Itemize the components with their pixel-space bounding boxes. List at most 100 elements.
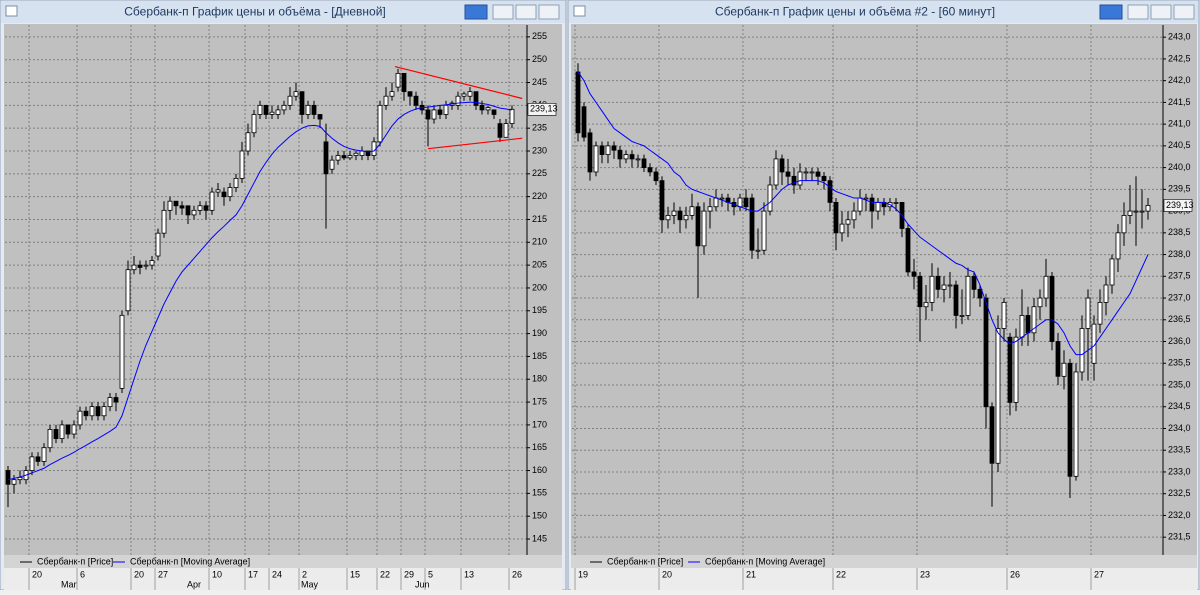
candle-body <box>767 184 773 212</box>
trendline <box>394 65 523 100</box>
y-tick-label: 236,5 <box>1168 314 1191 324</box>
candle-body <box>341 155 347 159</box>
candle-body <box>791 175 797 186</box>
pin-button[interactable] <box>464 4 488 20</box>
candle-body <box>95 406 101 417</box>
window-icon <box>573 5 586 17</box>
candle-body <box>479 104 485 111</box>
y-tick-label: 239,5 <box>1168 184 1191 194</box>
candle-body <box>1037 297 1043 308</box>
candle-body <box>743 197 749 208</box>
y-tick-label: 241,0 <box>1168 119 1191 129</box>
candle-body <box>605 145 611 155</box>
candle-body <box>203 205 209 211</box>
candle-body <box>689 206 695 216</box>
last-price-box <box>527 103 557 116</box>
candle-body <box>425 109 431 120</box>
y-tick-label: 185 <box>532 351 547 361</box>
candle-body <box>185 205 191 216</box>
candle-body <box>1049 275 1055 342</box>
y-tick-label: 200 <box>532 282 547 292</box>
x-tick-label: 23 <box>920 569 930 579</box>
y-tick-label: 250 <box>532 54 547 64</box>
candle-body <box>893 201 899 204</box>
y-tick-label: 175 <box>532 396 547 406</box>
legend-label: Сбербанк-п [Price] <box>37 556 113 566</box>
window-title: Сбербанк-п График цены и объёма - [Дневн… <box>124 5 385 19</box>
candle-body <box>1133 210 1139 213</box>
candle-body <box>209 191 215 211</box>
y-tick-label: 232,0 <box>1168 510 1191 520</box>
candle-body <box>239 150 245 179</box>
y-tick-label: 235,0 <box>1168 379 1191 389</box>
candle-body <box>395 72 401 88</box>
candle-body <box>941 284 947 290</box>
candle-body <box>977 288 983 299</box>
x-axis-strip <box>571 568 1197 590</box>
candle-body <box>287 95 293 106</box>
y-tick-label: 215 <box>532 214 547 224</box>
minimize-button[interactable] <box>492 4 514 20</box>
pin-button[interactable] <box>1099 4 1123 20</box>
candle-body <box>1127 210 1133 216</box>
candle-body <box>593 145 599 173</box>
y-tick-label: 242,0 <box>1168 75 1191 85</box>
y-tick-label: 235,5 <box>1168 358 1191 368</box>
x-tick-label: 6 <box>80 569 85 579</box>
candle-body <box>473 91 479 106</box>
y-tick-label: 150 <box>532 511 547 521</box>
candle-body <box>611 145 617 151</box>
candle-body <box>221 191 227 198</box>
candle-body <box>281 104 287 111</box>
minimize-button[interactable] <box>1127 4 1149 20</box>
candle-body <box>11 479 17 485</box>
candle-body <box>215 189 221 193</box>
candle-body <box>701 210 707 247</box>
y-tick-label: 210 <box>532 237 547 247</box>
candle-body <box>659 180 665 221</box>
close-button[interactable] <box>1173 4 1195 20</box>
window-title: Сбербанк-п График цены и объёма #2 - [60… <box>715 5 995 19</box>
candle-body <box>1055 341 1061 377</box>
candle-body <box>275 109 281 115</box>
x-tick-label: 26 <box>512 569 522 579</box>
candle-body <box>677 210 683 221</box>
candle-body <box>845 219 851 225</box>
candle-body <box>1139 210 1145 213</box>
candle-body <box>335 155 341 161</box>
candle-body <box>959 315 965 317</box>
maximize-button[interactable] <box>515 4 537 20</box>
y-tick-label: 238,5 <box>1168 227 1191 237</box>
y-tick-label: 231,5 <box>1168 532 1191 542</box>
chart-area <box>571 24 1197 555</box>
x-tick-label: 24 <box>272 569 282 579</box>
candle-body <box>5 470 11 485</box>
candle-body <box>647 167 653 173</box>
close-button[interactable] <box>538 4 560 20</box>
candle-body <box>599 145 605 155</box>
moving-average-line <box>7 101 513 481</box>
candle-body <box>467 91 473 97</box>
candle-body <box>695 206 701 247</box>
y-tick-label: 237,0 <box>1168 292 1191 302</box>
candle-body <box>293 91 299 97</box>
candle-body <box>323 141 329 175</box>
y-tick-label: 160 <box>532 465 547 475</box>
candle-body <box>857 197 863 212</box>
candle-body <box>257 104 263 115</box>
candle-body <box>53 429 59 439</box>
maximize-button[interactable] <box>1150 4 1172 20</box>
candle-body <box>131 264 137 271</box>
candle-body <box>485 107 491 111</box>
x-tick-label: 27 <box>158 569 168 579</box>
candle-body <box>1013 336 1019 403</box>
legend-label: Сбербанк-п [Moving Average] <box>705 556 825 566</box>
y-tick-label: 180 <box>532 374 547 384</box>
x-tick-label: 2 <box>302 569 307 579</box>
x-tick-label: 20 <box>662 569 672 579</box>
candle-body <box>305 104 311 115</box>
candle-body <box>149 260 155 266</box>
candle-body <box>29 456 35 471</box>
candle-body <box>125 269 131 312</box>
